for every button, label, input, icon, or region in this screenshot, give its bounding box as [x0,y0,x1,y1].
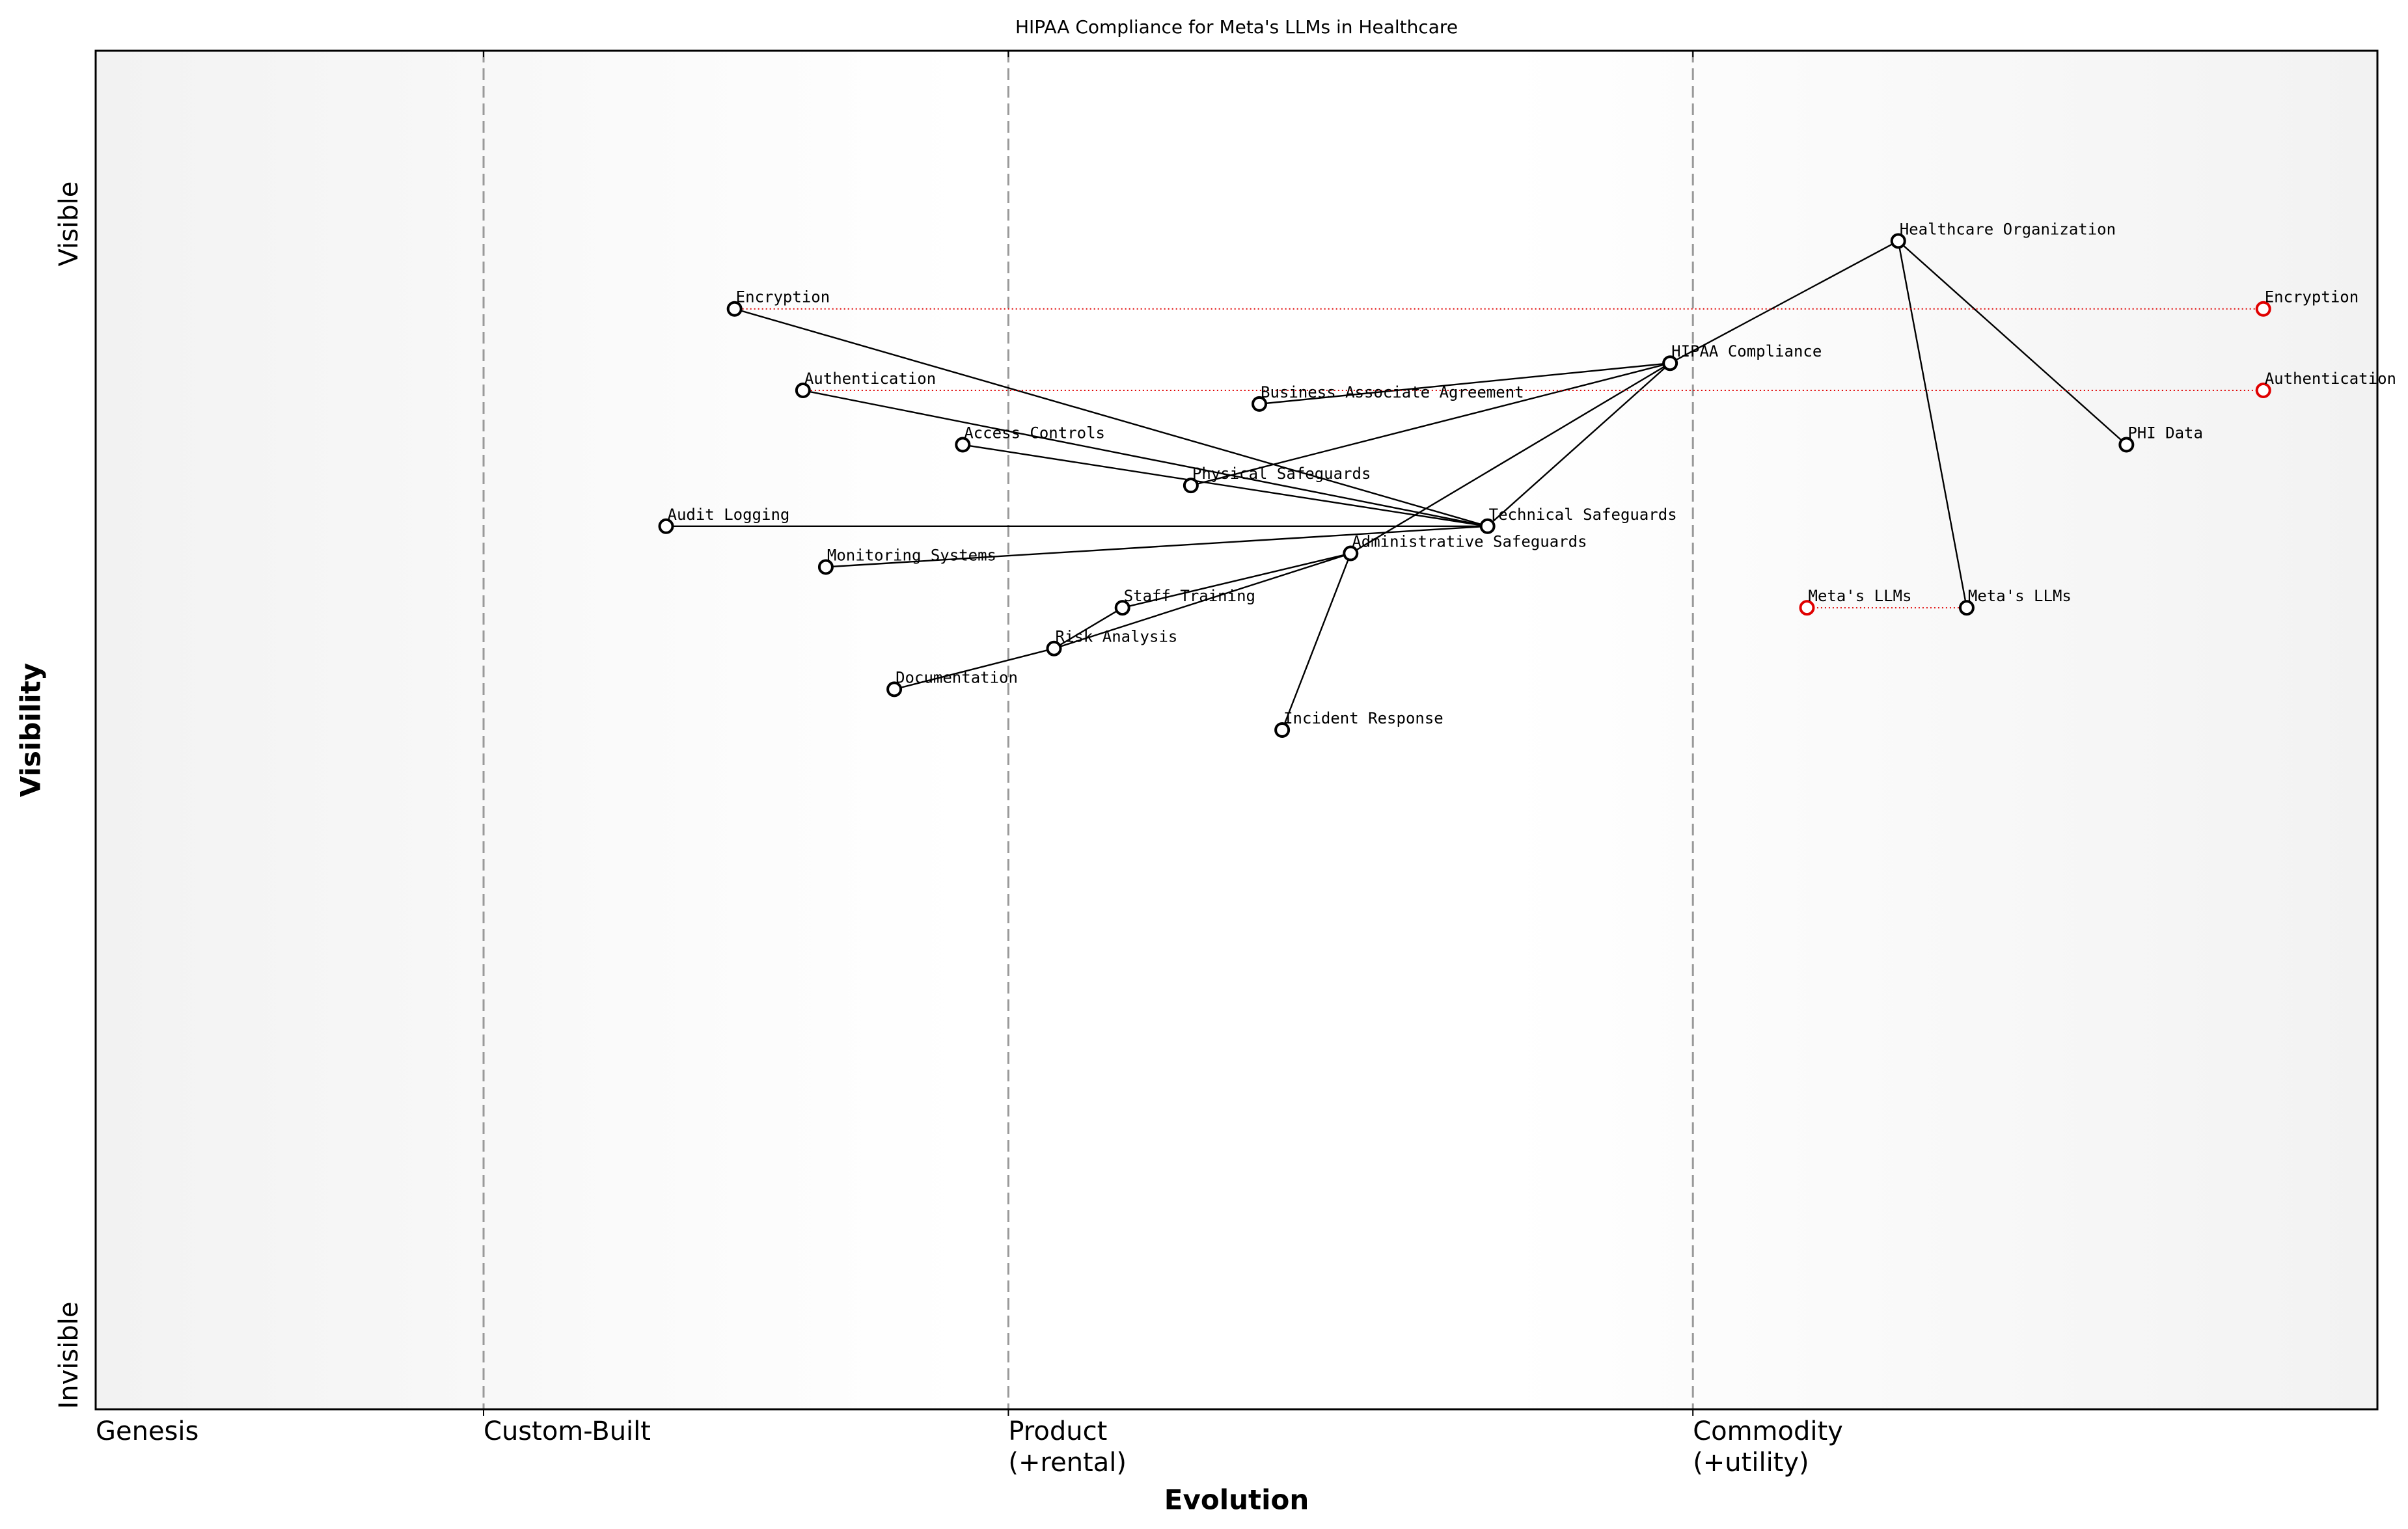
component [1479,518,1496,534]
component [1890,233,1906,249]
x-tick-label: Custom-Built [484,1416,651,1446]
dependency-line [1054,552,1351,649]
dependency-line [1190,362,1671,487]
x-tick-label: Product [1008,1416,1107,1446]
component [1114,600,1130,616]
component [2118,437,2135,453]
dependency-line [1350,362,1671,554]
dependency-line [1281,553,1352,731]
component [2255,301,2271,317]
dependency-line [1053,607,1123,649]
dependency-line [825,525,1488,568]
component [1046,640,1062,656]
component-label: Access Controls [964,424,1105,442]
plot-frame [94,49,2379,1411]
component-label: Healthcare Organization [1900,220,2116,238]
component-label: Incident Response [1283,709,1443,727]
dependency-line [1669,240,1899,364]
dependency-line [1897,240,2128,446]
component-label: Technical Safeguards [1489,506,1677,524]
component [1958,600,1975,616]
component-label: Monitoring Systems [827,546,996,564]
component [1252,396,1268,412]
component [817,559,834,575]
y-axis-title: Visibility [15,663,47,797]
component [1274,722,1291,738]
component [1799,600,1815,616]
component [1662,355,1678,372]
component-label: Encryption [2265,288,2359,306]
component [1183,478,1199,494]
plot-background [96,51,2377,1409]
x-axis-title: Evolution [1164,1484,1309,1516]
component-label: Audit Logging [668,506,790,524]
dependency-line [1259,362,1671,405]
component-label: Administrative Safeguards [1352,533,1587,551]
component-label: Staff Training [1124,587,1255,605]
chart-title: HIPAA Compliance for Meta's LLMs in Heal… [1015,16,1458,38]
component-label: Meta's LLMs [1809,587,1912,605]
component-label: Meta's LLMs [1968,587,2072,605]
component-label: Encryption [736,288,830,306]
component [1343,545,1359,562]
component [886,681,903,697]
x-tick-label: Commodity [1693,1416,1843,1446]
component-label: Risk Analysis [1056,628,1178,646]
component-label: PHI Data [2128,424,2203,442]
y-stage-label: Visible [54,182,84,267]
dependency-line [963,444,1488,527]
component-label: HIPAA Compliance [1671,342,1822,360]
component-label: Authentication [804,370,936,388]
x-tick-label: Genesis [96,1416,198,1446]
component [795,383,811,398]
dependency-line [1897,241,1968,608]
dependency-line [734,308,1488,527]
component-label: Authentication [2265,370,2396,388]
x-tick-sublabel: (+rental) [1008,1448,1127,1478]
component-label: Documentation [896,668,1018,686]
component-label: Business Associate Agreement [1261,383,1524,401]
x-tick-sublabel: (+utility) [1693,1448,1809,1478]
component [2255,383,2271,398]
component [726,301,743,317]
component-label: Physical Safeguards [1192,465,1371,483]
component [658,518,674,534]
component [955,437,971,453]
dependency-line [802,389,1488,527]
y-stage-label: Invisible [54,1302,84,1409]
dependency-line [894,647,1054,690]
dependency-line [1122,552,1351,609]
